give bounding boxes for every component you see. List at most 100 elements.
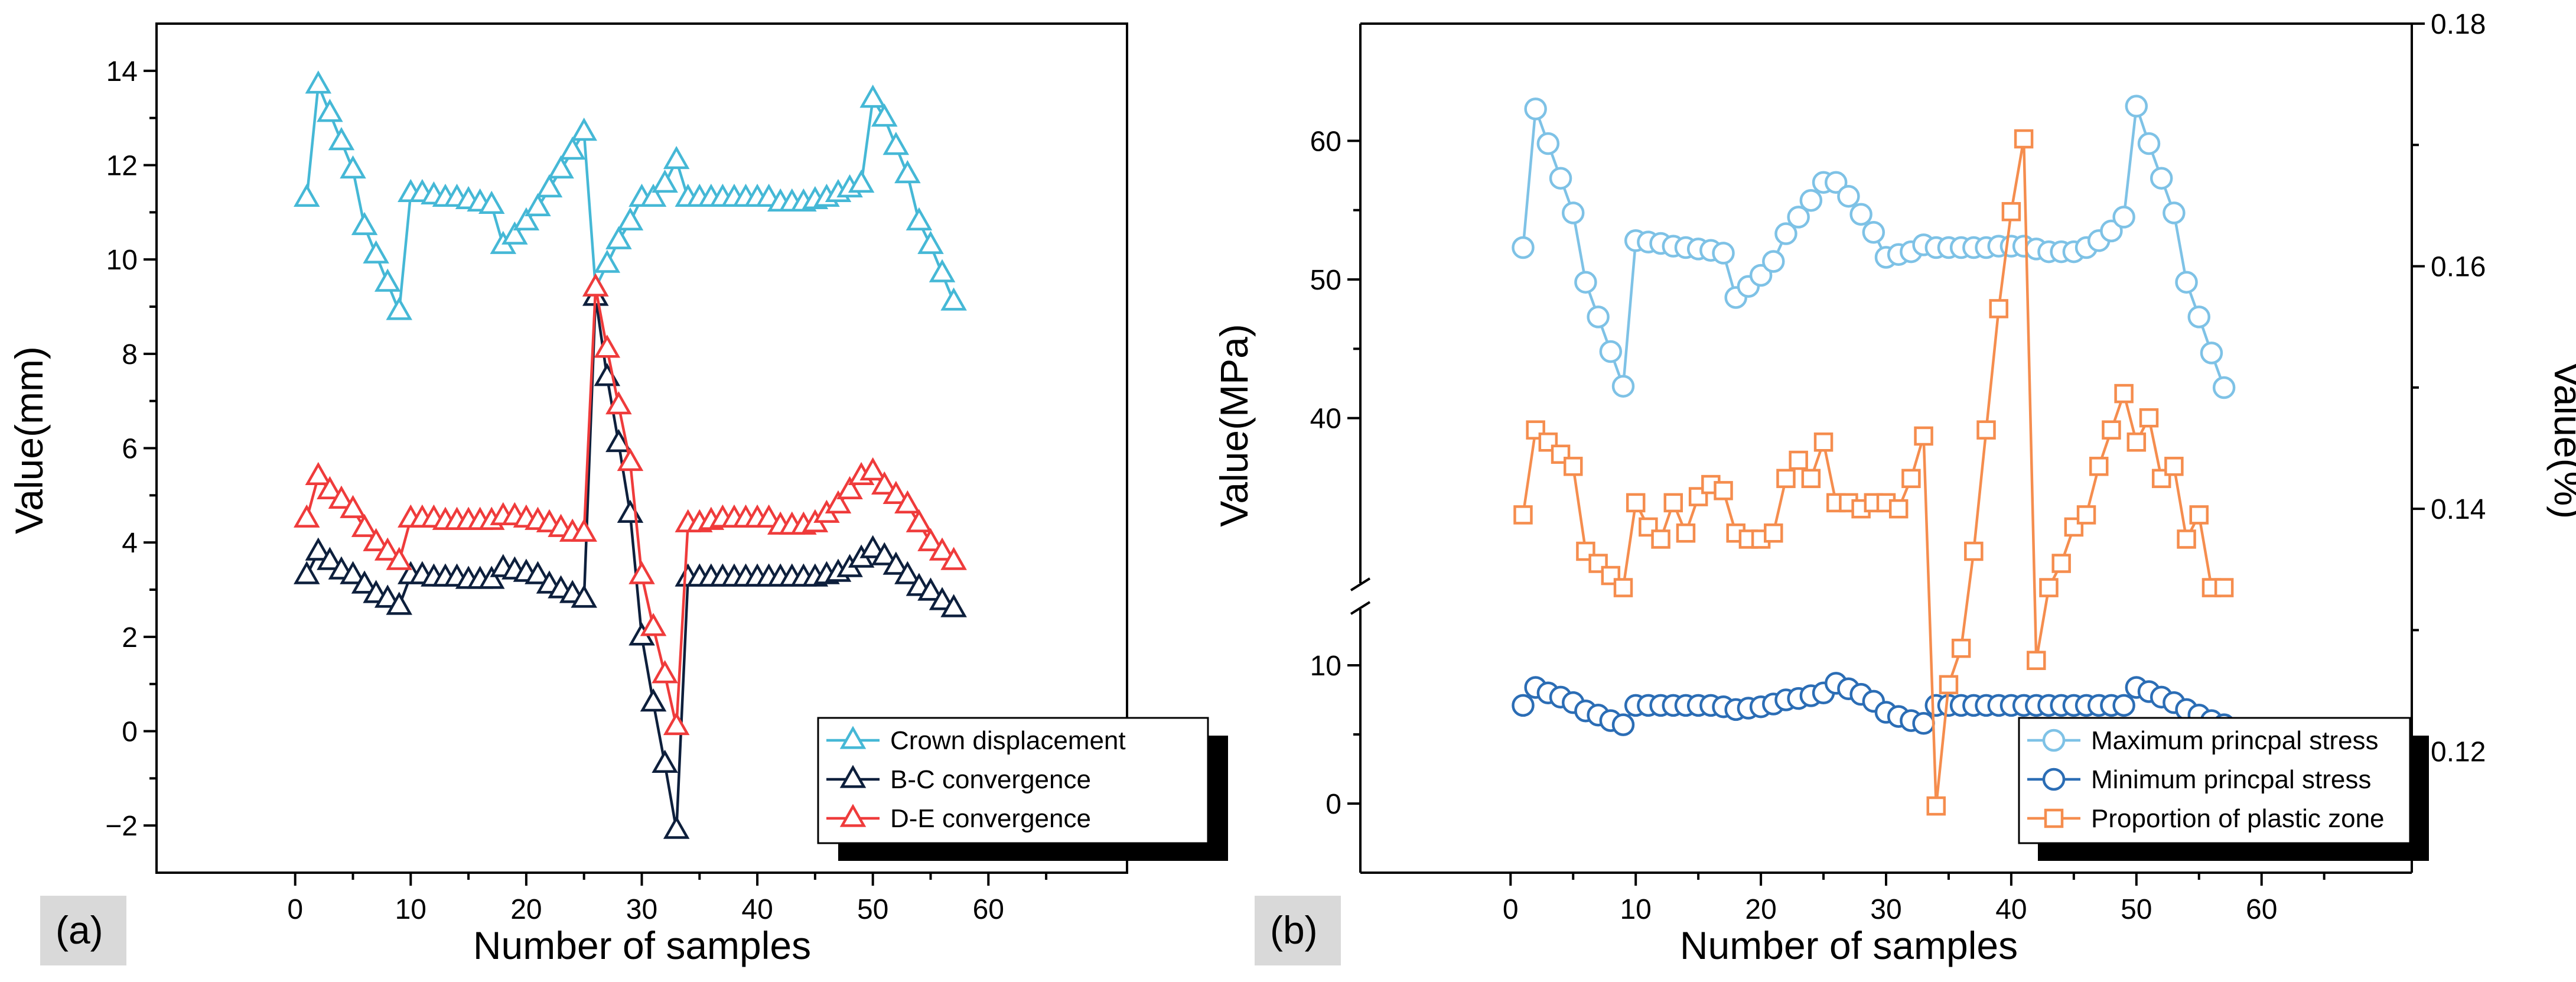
panel-a-crown-displacement-point [536, 174, 563, 198]
panel-b-axis-break-mark [1350, 601, 1371, 615]
panel-b-label-text: (b) [1270, 908, 1318, 952]
panel-a-crown-displacement-point [917, 230, 944, 254]
panel-b-legend-minimum-princpal-stress-marker [2042, 768, 2066, 791]
panel-a-crown-displacement-point [548, 155, 574, 179]
panel-b-maximum-princpal-stress-point [1774, 222, 1797, 245]
panel-a-y-tick-label: 14 [106, 56, 138, 87]
panel-a-b-c-convergence-point [351, 570, 378, 594]
panel-b-y-tick-label: 10 [1310, 651, 1341, 682]
panel-b-maximum-princpal-stress-point [1549, 167, 1572, 190]
panel-a-b-c-convergence-point [571, 584, 597, 608]
panel-b-proportion-of-plastic-zone-point [2114, 383, 2134, 404]
panel-b-maximum-princpal-stress-point [1749, 264, 1773, 287]
panel-b-x-tick-label: 30 [1870, 894, 1901, 925]
panel-b-axes-layer: 0 10 20 30 40 50 60 0 10 40 50 60 0.12 0.14 0.16 0.18 [1310, 9, 2486, 925]
panel-a-d-e-convergence-point [305, 461, 332, 486]
panel-a-crown-displacement-point [305, 70, 332, 94]
panel-a-y-tick-label: 2 [122, 622, 138, 653]
panel-b-label-background [1255, 896, 1341, 965]
panel-a-crown-displacement-point [525, 193, 551, 216]
panel-b-proportion-of-plastic-zone-point [1764, 523, 1783, 543]
panel-b-proportion-of-plastic-zone-point [1676, 523, 1696, 543]
panel-b-x-tick-label: 50 [2121, 894, 2152, 925]
panel-a-crown-displacement-point [940, 287, 967, 311]
panel-a-y-tick-label: 6 [122, 434, 138, 465]
panel-b-legend-box [2018, 717, 2411, 844]
panel-b-minimum-princpal-stress-point [2112, 694, 2135, 717]
panel-a-b-c-convergence-point [340, 561, 366, 584]
panel-a-b-c-convergence-point [917, 577, 944, 601]
panel-b-legend-maximum-princpal-stress-marker [2042, 729, 2066, 752]
panel-b-proportion-of-plastic-zone-point [2089, 457, 2109, 476]
panel-b-proportion-of-plastic-zone-point [2027, 651, 2046, 670]
panel-a-b-c-convergence-point [871, 542, 898, 565]
panel-b-proportion-of-plastic-zone-point [1651, 529, 1670, 549]
panel-b-proportion-of-plastic-zone-point [2177, 529, 2196, 549]
panel-a-legend-b-c-convergence-label: B-C convergence [890, 765, 1091, 794]
panel-b-maximum-princpal-stress-point [1849, 203, 1872, 226]
panel-b-x-tick-label: 10 [1620, 894, 1651, 925]
panel-b-proportion-of-plastic-zone-point [1813, 432, 1834, 452]
panel-b-maximum-princpal-stress-point [2212, 376, 2236, 399]
panel-b-proportion-of-plastic-zone-point [1989, 299, 2008, 318]
panel-b-maximum-princpal-stress-point [1799, 188, 1823, 212]
panel-a-y-tick-label: 0 [122, 717, 138, 748]
panel-a-crown-displacement-point [871, 103, 898, 127]
panel-b-maximum-princpal-stress-point [1762, 250, 1785, 273]
panel-b-minimum-princpal-stress-point [1912, 712, 1935, 735]
panel-b-legend: Maximum princpal stress Minimum princpal … [2018, 717, 2429, 861]
panel-a-b-c-convergence-point [478, 565, 505, 589]
panel-b-maximum-princpal-stress-point [1587, 305, 1610, 329]
panel-a-b-c-convergence-point [294, 561, 320, 584]
panel-b-maximum-princpal-stress-point [2112, 206, 2135, 229]
panel-a-d-e-convergence-point [571, 518, 597, 542]
panel-a-d-e-convergence-point [929, 537, 956, 561]
panel-b-proportion-of-plastic-zone-point [1613, 578, 1633, 597]
panel-b-proportion-of-plastic-zone-point [1563, 457, 1583, 476]
panel-a-crown-displacement-point [929, 259, 956, 282]
panel-a-x-tick-label: 10 [395, 894, 426, 925]
panel-b-proportion-of-plastic-zone-point [1626, 493, 1646, 513]
panel-b-maximum-princpal-stress-point [1837, 184, 1860, 208]
panel-b-maximum-princpal-stress-point [2150, 167, 2173, 190]
panel-a-b-c-convergence-point [617, 499, 644, 523]
panel-a-x-tick-label: 0 [287, 894, 303, 925]
panel-b-proportion-of-plastic-zone-point [1926, 796, 1946, 816]
panel-a-crown-displacement-point [317, 99, 343, 122]
panel-a-b-c-convergence-point [652, 749, 678, 773]
panel-a-b-c-convergence-point [374, 584, 401, 608]
panel-a-b-c-convergence-point [894, 561, 921, 584]
panel-a-d-e-convergence-point [663, 711, 690, 736]
panel-b-maximum-princpal-stress-point [1512, 236, 1535, 259]
panel-b-maximum-princpal-stress-point [1536, 132, 1560, 155]
panel-a-crown-displacement-point [906, 207, 933, 230]
panel-b-y2-tick-label: 0.16 [2431, 252, 2486, 283]
panel-a-b-c-convergence-point [929, 587, 956, 610]
panel-a-label: (a) [40, 896, 126, 965]
panel-a-d-e-convergence-point [906, 509, 933, 532]
panel-b-proportion-of-plastic-zone-point [1663, 493, 1683, 513]
panel-b-y2-tick-label: 0.18 [2431, 9, 2486, 40]
panel-b-legend-minimum-princpal-stress-label: Minimum princpal stress [2091, 765, 2371, 794]
panel-a-crown-displacement-point [859, 84, 886, 108]
panel-a-d-e-convergence-point [628, 561, 655, 584]
panel-a-b-c-convergence-point [940, 594, 967, 617]
panel-a-legend-crown-displacement-label: Crown displacement [890, 726, 1126, 755]
panel-b-proportion-of-plastic-zone-point [2214, 578, 2234, 597]
panel-b-maximum-princpal-stress-point [2100, 219, 2123, 243]
panel-a-d-e-convergence-point [859, 457, 886, 481]
panel-a-d-e-convergence-point [374, 537, 401, 561]
panel-a-d-e-convergence-point [894, 490, 921, 513]
panel-a-crown-displacement-point [894, 160, 921, 184]
panel-a-d-e-convergence-point [640, 613, 667, 636]
panel-a-crown-displacement-point [652, 169, 678, 193]
panel-a-d-e-convergence-point [363, 528, 389, 551]
panel-b-maximum-princpal-stress-point [2163, 201, 2186, 225]
panel-b-proportion-of-plastic-zone-point [2039, 578, 2059, 597]
panel-b-maximum-princpal-stress-point [1524, 97, 1547, 121]
panel-a-crown-displacement-point [351, 212, 378, 235]
panel-b-proportion-of-plastic-zone-point [2126, 432, 2147, 452]
panel-a-crown-displacement-point [571, 118, 597, 141]
panel-a-label-text: (a) [56, 908, 103, 952]
panel-a-crown-displacement-point [340, 155, 366, 179]
